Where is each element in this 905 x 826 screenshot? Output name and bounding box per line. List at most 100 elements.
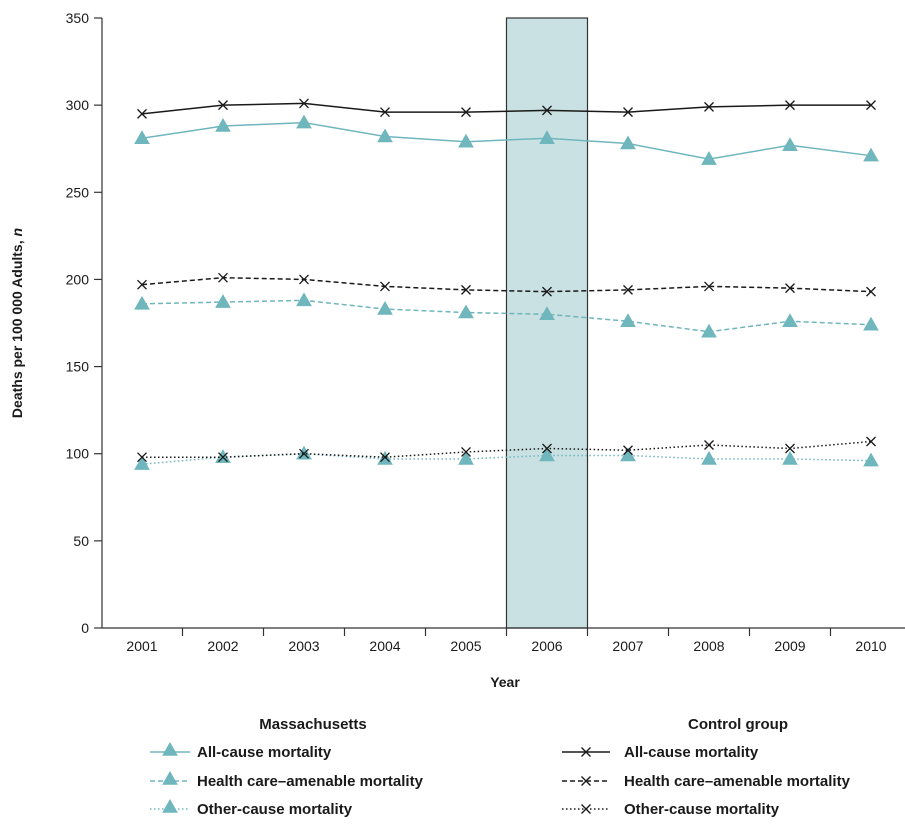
point-massachusetts-all-cause-mortality-2005 <box>458 133 474 148</box>
point-massachusetts-other-cause-mortality-2008 <box>701 450 717 465</box>
point-control-group-other-cause-mortality-2008 <box>704 440 714 450</box>
point-control-group-all-cause-mortality-2004 <box>380 107 390 118</box>
point-massachusetts-health-care-amenable-mortality-2001 <box>134 295 150 310</box>
y-axis-title-text: Deaths per 100 000 Adults, <box>9 237 25 419</box>
point-control-group-health-care-amenable-mortality-2002-stroke-b <box>218 272 228 283</box>
point-control-group-all-cause-mortality-2008-stroke-b <box>704 101 714 112</box>
legend-marker-control-1 <box>581 776 591 786</box>
point-control-group-other-cause-mortality-2009-stroke-b <box>785 443 795 454</box>
point-control-group-all-cause-mortality-2003 <box>299 98 309 109</box>
point-control-group-other-cause-mortality-2005-stroke-b <box>461 447 471 457</box>
point-control-group-health-care-amenable-mortality-2008 <box>704 281 714 292</box>
legend-label-control-2: Other-cause mortality <box>624 801 780 818</box>
point-massachusetts-other-cause-mortality-2005 <box>458 450 474 465</box>
point-massachusetts-health-care-amenable-mortality-2005 <box>458 304 474 319</box>
point-massachusetts-all-cause-mortality-2008 <box>701 151 717 165</box>
point-control-group-health-care-amenable-mortality-2005 <box>461 284 471 295</box>
x-tick-label-2001: 2001 <box>126 638 157 654</box>
point-control-group-other-cause-mortality-2004-stroke-b <box>380 452 390 463</box>
legend-label-control-1: Health care–amenable mortality <box>624 773 851 790</box>
point-control-group-all-cause-mortality-2007 <box>623 107 633 118</box>
series-line-control-group-health-care-amenable-mortality <box>141 276 872 293</box>
point-massachusetts-health-care-amenable-mortality-2004 <box>377 301 393 315</box>
point-massachusetts-health-care-amenable-mortality-2006 <box>539 306 555 321</box>
legend-marker-massachusetts-2 <box>162 798 178 813</box>
legend: Massachusetts Control group All-cause mo… <box>150 716 851 818</box>
point-control-group-health-care-amenable-mortality-2006-stroke-b <box>542 286 552 297</box>
point-control-group-other-cause-mortality-2010-stroke-b <box>866 436 876 447</box>
point-control-group-all-cause-mortality-2004-stroke-b <box>380 107 390 118</box>
point-control-group-health-care-amenable-mortality-2006 <box>542 286 552 297</box>
point-control-group-other-cause-mortality-2002 <box>218 452 228 463</box>
point-massachusetts-all-cause-mortality-2009 <box>782 137 798 151</box>
point-massachusetts-all-cause-mortality-2003 <box>296 114 312 129</box>
x-tick-label-2008: 2008 <box>693 638 724 654</box>
x-axis-title: Year <box>490 674 520 690</box>
point-control-group-all-cause-mortality-2009 <box>785 100 795 111</box>
point-massachusetts-other-cause-mortality-2010 <box>863 452 879 467</box>
point-control-group-health-care-amenable-mortality-2009 <box>785 283 795 294</box>
point-control-group-all-cause-mortality-2005-stroke-b <box>461 107 471 118</box>
point-control-group-health-care-amenable-mortality-2001 <box>137 279 147 290</box>
point-massachusetts-all-cause-mortality-2002 <box>215 118 231 132</box>
point-control-group-other-cause-mortality-2007 <box>623 445 633 456</box>
legend-marker-control-0-stroke-b <box>581 747 591 757</box>
x-tick-label-2002: 2002 <box>207 638 238 654</box>
point-control-group-health-care-amenable-mortality-2008-stroke-b <box>704 281 714 292</box>
point-control-group-all-cause-mortality-2010-stroke-b <box>866 100 876 111</box>
point-control-group-health-care-amenable-mortality-2007-stroke-b <box>623 284 633 295</box>
y-axis-title: Deaths per 100 000 Adults, n <box>9 228 25 418</box>
y-tick-label-200: 200 <box>66 271 90 287</box>
legend-label-control-0: All-cause mortality <box>624 744 759 761</box>
legend-marker-control-2-stroke-b <box>581 804 591 814</box>
x-tick-label-2006: 2006 <box>531 638 562 654</box>
point-control-group-health-care-amenable-mortality-2003-stroke-b <box>299 274 309 285</box>
y-tick-label-150: 150 <box>66 359 90 375</box>
point-control-group-all-cause-mortality-2009-stroke-b <box>785 100 795 111</box>
point-control-group-all-cause-mortality-2005 <box>461 107 471 118</box>
point-control-group-all-cause-mortality-2002-stroke-b <box>218 100 228 111</box>
point-control-group-other-cause-mortality-2004 <box>380 452 390 463</box>
highlight-band-layer <box>505 17 589 629</box>
point-control-group-other-cause-mortality-2006-stroke-b <box>542 443 552 454</box>
point-massachusetts-health-care-amenable-mortality-2010 <box>863 316 879 331</box>
point-control-group-other-cause-mortality-2003-stroke-b <box>299 448 309 459</box>
x-tick-label-2003: 2003 <box>288 638 319 654</box>
point-control-group-health-care-amenable-mortality-2007 <box>623 284 633 295</box>
legend-heading-massachusetts: Massachusetts <box>259 716 367 733</box>
point-control-group-all-cause-mortality-2006-stroke-b <box>542 105 552 116</box>
x-tick-label-2005: 2005 <box>450 638 481 654</box>
point-control-group-other-cause-mortality-2003 <box>299 448 309 459</box>
point-control-group-all-cause-mortality-2008 <box>704 101 714 112</box>
point-control-group-all-cause-mortality-2001 <box>137 108 147 119</box>
point-massachusetts-all-cause-mortality-2006 <box>539 130 555 145</box>
point-massachusetts-health-care-amenable-mortality-2002 <box>215 294 231 308</box>
legend-marker-massachusetts-1 <box>162 770 178 785</box>
series-line-massachusetts-other-cause-mortality <box>141 452 872 465</box>
point-massachusetts-other-cause-mortality-2009 <box>782 450 798 465</box>
point-control-group-health-care-amenable-mortality-2010 <box>866 286 876 297</box>
axes: 0 50 100 150 200 250 300 350 2001 2002 2003 2004 200… <box>66 10 905 654</box>
point-control-group-all-cause-mortality-2001-stroke-b <box>137 108 147 119</box>
series-line-massachusetts-all-cause-mortality <box>141 121 872 160</box>
legend-marker-control-0 <box>581 747 591 757</box>
point-control-group-health-care-amenable-mortality-2001-stroke-b <box>137 279 147 290</box>
point-control-group-other-cause-mortality-2009 <box>785 443 795 454</box>
point-massachusetts-all-cause-mortality-2007 <box>620 135 636 150</box>
point-control-group-all-cause-mortality-2006 <box>542 105 552 116</box>
point-control-group-other-cause-mortality-2006 <box>542 443 552 454</box>
point-control-group-other-cause-mortality-2008-stroke-b <box>704 440 714 450</box>
legend-marker-control-2 <box>581 804 591 814</box>
series-layer <box>134 98 879 470</box>
point-control-group-other-cause-mortality-2001 <box>137 452 147 463</box>
y-tick-label-100: 100 <box>66 446 90 462</box>
point-control-group-other-cause-mortality-2002-stroke-b <box>218 452 228 463</box>
point-control-group-all-cause-mortality-2003-stroke-b <box>299 98 309 109</box>
point-control-group-health-care-amenable-mortality-2005-stroke-b <box>461 284 471 295</box>
point-control-group-health-care-amenable-mortality-2003 <box>299 274 309 285</box>
point-massachusetts-health-care-amenable-mortality-2007 <box>620 313 636 328</box>
point-massachusetts-all-cause-mortality-2001 <box>134 130 150 145</box>
point-control-group-all-cause-mortality-2010 <box>866 100 876 111</box>
